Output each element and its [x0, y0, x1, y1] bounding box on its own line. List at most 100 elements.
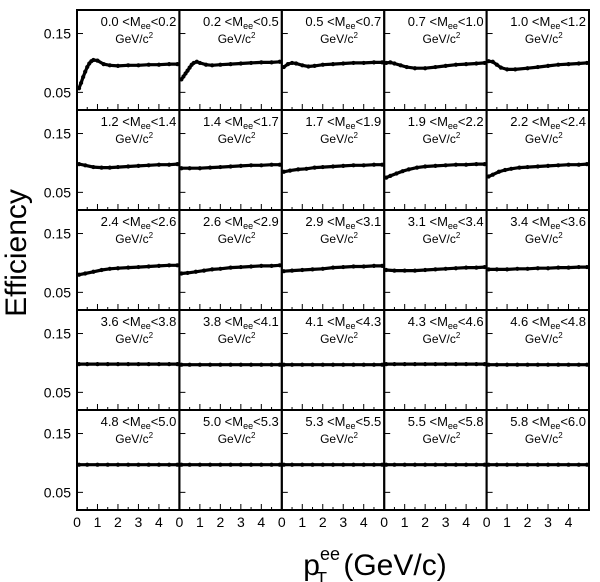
data-point — [498, 65, 504, 70]
data-point — [238, 163, 243, 168]
data-point — [330, 265, 336, 270]
data-point — [310, 462, 315, 467]
data-point — [433, 362, 438, 367]
mass-unit-label: GeV/c2 — [320, 431, 358, 446]
data-point — [474, 61, 479, 66]
x-tick-label: 2 — [319, 514, 327, 530]
data-point — [312, 63, 317, 68]
data-point — [115, 266, 121, 271]
data-point — [566, 265, 571, 270]
mass-range-label: 5.5 <Mee<5.8 — [408, 414, 484, 431]
x-axis-label-symbol: p — [303, 549, 320, 582]
mass-range-label: 4.6 <Mee<4.8 — [510, 314, 586, 331]
data-point — [490, 172, 495, 177]
data-point — [535, 266, 540, 271]
data-point — [556, 265, 561, 270]
data-point — [76, 272, 82, 277]
data-point — [341, 462, 346, 467]
data-point — [320, 62, 325, 67]
data-point — [576, 162, 581, 167]
mass-unit-label: GeV/c2 — [422, 131, 460, 146]
data-point — [388, 173, 393, 178]
data-point — [464, 265, 469, 270]
data-point — [320, 362, 325, 367]
data-point — [584, 462, 590, 467]
x-tick-label: 4 — [155, 514, 163, 530]
data-point — [185, 68, 190, 73]
data-point — [126, 362, 131, 367]
data-point — [341, 163, 346, 168]
data-point — [320, 164, 325, 170]
data-point — [248, 362, 254, 367]
data-point — [545, 63, 551, 68]
data-point — [289, 462, 295, 467]
data-point — [91, 164, 96, 170]
data-point — [392, 61, 397, 66]
data-point — [126, 164, 131, 169]
data-point — [584, 162, 590, 167]
data-point — [95, 58, 100, 63]
x-tick-label: 4 — [565, 514, 573, 530]
data-point — [83, 163, 88, 168]
mass-unit-label: GeV/c2 — [218, 431, 256, 446]
mass-range-label: 4.1 <Mee<4.3 — [305, 314, 381, 331]
data-point — [486, 362, 491, 367]
data-point — [371, 462, 377, 467]
data-point — [494, 267, 499, 272]
mass-unit-label: GeV/c2 — [218, 131, 256, 146]
data-point — [513, 67, 518, 72]
data-point — [453, 266, 458, 271]
data-point — [423, 164, 428, 169]
data-point — [504, 267, 510, 272]
data-point — [238, 264, 243, 270]
data-point — [504, 67, 510, 72]
data-point — [248, 264, 254, 269]
data-point — [371, 162, 377, 167]
data-point — [136, 264, 141, 270]
data-point — [203, 62, 209, 67]
data-point — [294, 61, 299, 66]
data-point — [218, 362, 223, 367]
x-tick-label: 0 — [73, 514, 81, 530]
data-point — [394, 171, 399, 176]
data-point — [107, 266, 112, 271]
data-point — [443, 462, 448, 467]
data-point — [300, 462, 305, 467]
data-point — [187, 362, 192, 367]
data-point — [179, 362, 184, 367]
data-point — [584, 60, 590, 66]
data-point — [576, 462, 581, 467]
data-point — [281, 269, 286, 274]
data-point — [406, 167, 411, 172]
data-point — [167, 162, 172, 167]
data-point — [156, 263, 162, 268]
mass-range-label: 3.6 <Mee<3.8 — [101, 314, 177, 331]
data-point — [412, 362, 418, 367]
x-tick-label: 3 — [237, 514, 245, 530]
x-tick-label: 3 — [544, 514, 552, 530]
x-tick-label: 1 — [503, 514, 511, 530]
mass-unit-label: GeV/c2 — [320, 331, 358, 346]
data-point — [412, 268, 418, 273]
y-tick-label: 0.15 — [44, 126, 71, 142]
data-point — [502, 167, 508, 173]
data-point — [208, 362, 213, 367]
data-point — [576, 362, 581, 367]
data-point — [99, 165, 104, 170]
data-point — [259, 163, 264, 168]
data-point — [187, 166, 192, 171]
x-tick-label: 1 — [196, 514, 204, 530]
mass-range-label: 0.0 <Mee<0.2 — [101, 14, 177, 31]
mass-unit-label: GeV/c2 — [525, 131, 563, 146]
data-point — [361, 462, 366, 467]
